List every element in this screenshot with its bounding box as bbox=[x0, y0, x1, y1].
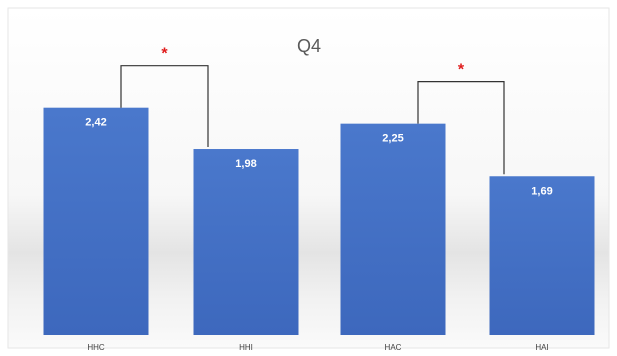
bar-hac bbox=[340, 123, 446, 336]
x-tick-label-hai: HAI bbox=[535, 343, 548, 352]
x-tick-label-hac: HAC bbox=[385, 343, 402, 352]
data-label-hhc: 2,42 bbox=[85, 117, 106, 129]
x-tick-label-hhi: HHI bbox=[239, 343, 253, 352]
data-label-hai: 1,69 bbox=[531, 185, 552, 197]
significance-marker-2: * bbox=[458, 62, 465, 79]
x-tick-label-hhc: HHC bbox=[87, 343, 105, 352]
significance-bracket-1 bbox=[120, 65, 209, 148]
bar-hai bbox=[489, 176, 595, 335]
bar-hhi bbox=[193, 149, 299, 335]
significance-bracket-2 bbox=[417, 81, 505, 175]
significance-marker-1: * bbox=[161, 46, 168, 63]
chart-title: Q4 bbox=[297, 36, 321, 56]
bar-hhc bbox=[43, 107, 149, 335]
data-label-hac: 2,25 bbox=[382, 133, 403, 145]
chart-marks: 2,42 HHC 1,98 HHI 2,25 HAC 1,69 HAI * * bbox=[43, 46, 595, 352]
data-label-hhi: 1,98 bbox=[235, 158, 256, 170]
